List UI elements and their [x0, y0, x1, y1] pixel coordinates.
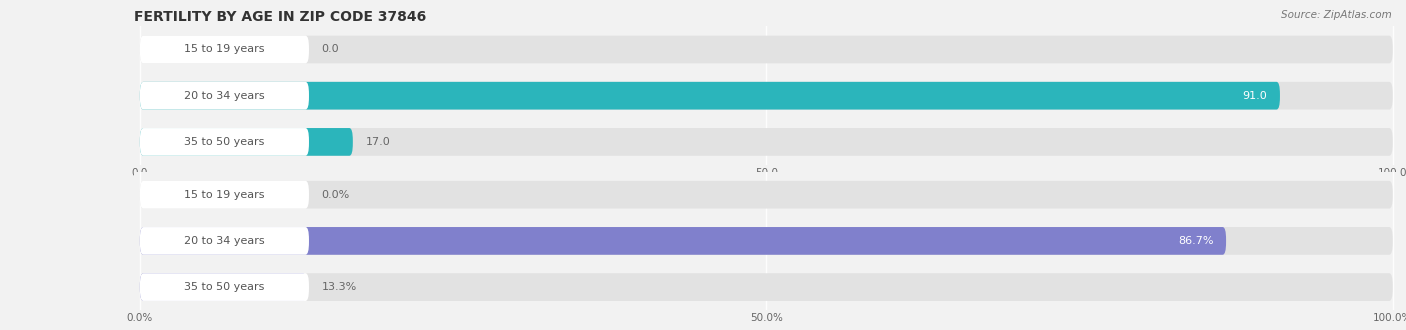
Text: 0.0%: 0.0%: [322, 190, 350, 200]
FancyBboxPatch shape: [139, 82, 1279, 110]
Text: FERTILITY BY AGE IN ZIP CODE 37846: FERTILITY BY AGE IN ZIP CODE 37846: [134, 10, 426, 24]
FancyBboxPatch shape: [139, 128, 1393, 156]
FancyBboxPatch shape: [139, 273, 1393, 301]
FancyBboxPatch shape: [139, 36, 309, 63]
FancyBboxPatch shape: [139, 128, 353, 156]
FancyBboxPatch shape: [139, 181, 309, 209]
FancyBboxPatch shape: [139, 273, 307, 301]
FancyBboxPatch shape: [139, 227, 1393, 255]
Text: 15 to 19 years: 15 to 19 years: [184, 45, 264, 54]
Text: 20 to 34 years: 20 to 34 years: [184, 236, 264, 246]
Text: 20 to 34 years: 20 to 34 years: [184, 91, 264, 101]
FancyBboxPatch shape: [139, 82, 1393, 110]
FancyBboxPatch shape: [139, 227, 309, 255]
FancyBboxPatch shape: [139, 82, 309, 110]
Text: 15 to 19 years: 15 to 19 years: [184, 190, 264, 200]
Text: 13.3%: 13.3%: [322, 282, 357, 292]
Text: 35 to 50 years: 35 to 50 years: [184, 282, 264, 292]
Text: Source: ZipAtlas.com: Source: ZipAtlas.com: [1281, 10, 1392, 20]
FancyBboxPatch shape: [139, 273, 309, 301]
Text: 0.0: 0.0: [322, 45, 339, 54]
Text: 35 to 50 years: 35 to 50 years: [184, 137, 264, 147]
FancyBboxPatch shape: [139, 128, 309, 156]
Text: 86.7%: 86.7%: [1178, 236, 1213, 246]
FancyBboxPatch shape: [139, 227, 1226, 255]
Text: 17.0: 17.0: [366, 137, 389, 147]
Text: 91.0: 91.0: [1243, 91, 1267, 101]
FancyBboxPatch shape: [139, 181, 1393, 209]
FancyBboxPatch shape: [139, 36, 1393, 63]
